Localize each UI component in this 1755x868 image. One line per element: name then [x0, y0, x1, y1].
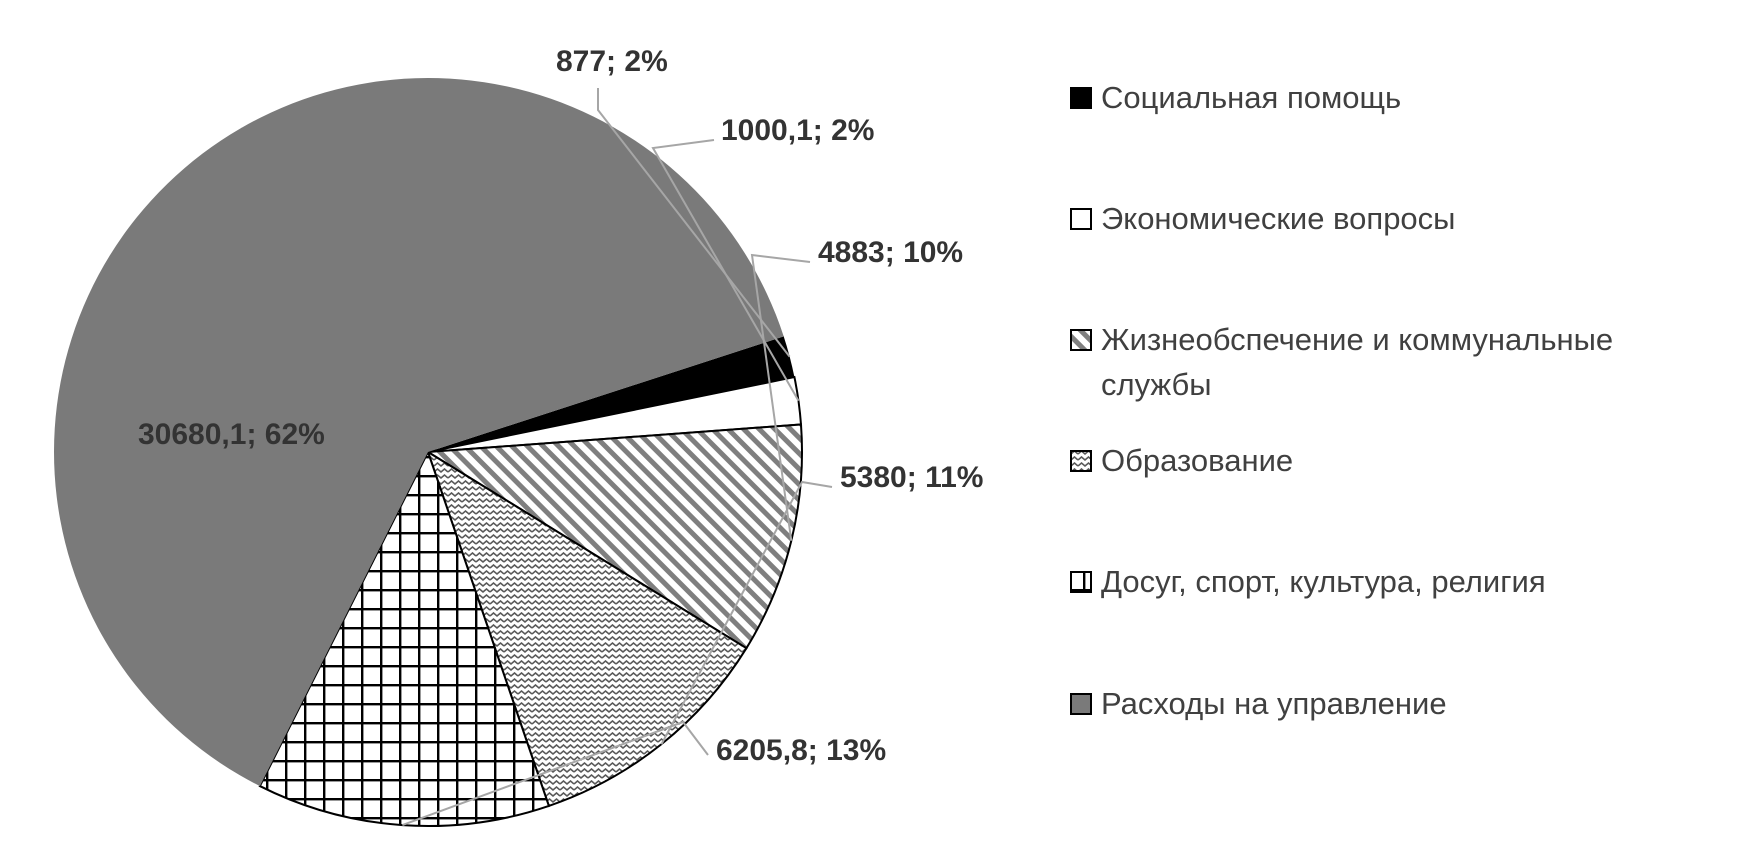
- legend-item-1: Социальная помощь: [1070, 80, 1401, 115]
- slice-5-leader-line: [402, 720, 709, 827]
- legend-item-5: Досуг, спорт, культура, религия: [1070, 564, 1546, 599]
- legend-item-6: Расходы на управление: [1070, 686, 1447, 721]
- slice-4-data-label: 5380; 11%: [840, 461, 983, 494]
- leader-lines: [402, 88, 833, 827]
- legend-label-6: Расходы на управление: [1101, 686, 1447, 721]
- slice-4-leader-line: [660, 480, 833, 745]
- legend-item-2: Экономические вопросы: [1070, 201, 1455, 236]
- legend-label-3: Жизнеобспечение и коммунальные службы: [1101, 322, 1613, 402]
- legend-swatch-2: [1070, 208, 1092, 230]
- legend-label-2: Экономические вопросы: [1101, 201, 1455, 236]
- legend: Социальная помощь Экономические вопросы Жи…: [1070, 80, 1613, 721]
- legend-swatch-6: [1070, 693, 1092, 715]
- slice-3-leader-line: [750, 253, 811, 541]
- slice-3-data-label: 4883; 10%: [818, 236, 963, 269]
- data-labels: 877; 2% 1000,1; 2% 4883; 10% 5380; 11% 6205,…: [138, 45, 983, 767]
- legend-swatch-4: [1070, 450, 1092, 472]
- slice-6-data-label: 30680,1; 62%: [138, 418, 325, 451]
- legend-label-5: Досуг, спорт, культура, религия: [1101, 564, 1546, 599]
- legend-swatch-5: [1070, 571, 1092, 593]
- slice-1: [428, 336, 795, 452]
- slice-6: [54, 78, 784, 787]
- legend-swatch-1: [1070, 87, 1092, 109]
- legend-label-1: Социальная помощь: [1101, 80, 1401, 115]
- slice-1-data-label: 877; 2%: [556, 45, 668, 78]
- legend-item-3: Жизнеобспечение и коммунальные службы: [1070, 322, 1613, 402]
- pie-slices: [54, 78, 803, 827]
- slice-2-data-label: 1000,1; 2%: [721, 114, 874, 147]
- slice-2-leader-line: [651, 139, 800, 402]
- slice-5-data-label: 6205,8; 13%: [716, 734, 886, 767]
- legend-swatch-3: [1070, 329, 1092, 351]
- legend-label-4: Образование: [1101, 443, 1293, 478]
- slice-5: [258, 449, 551, 827]
- legend-item-4: Образование: [1070, 443, 1293, 478]
